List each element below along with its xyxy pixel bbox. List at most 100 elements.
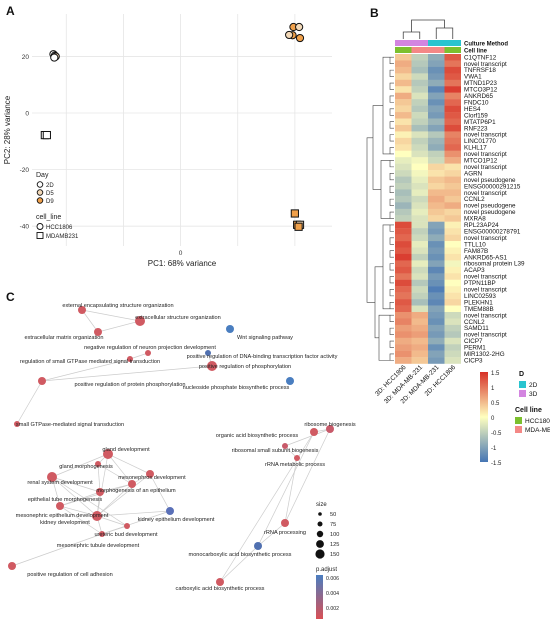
network-size-label: 125 (330, 542, 339, 548)
heatmap-cell (428, 73, 445, 80)
network-size-label: 100 (330, 532, 339, 538)
heatmap-cell (395, 312, 412, 319)
heatmap-legend-cell-label: MDA-MB-231 (525, 427, 550, 434)
heatmap-cell (411, 215, 428, 222)
heatmap-row-label: ANKRD65 (464, 93, 494, 100)
network-edge (219, 545, 259, 583)
heatmap-cell (444, 54, 461, 61)
network-node-label: negative regulation of neuron projection… (84, 345, 216, 351)
network-node (281, 519, 289, 527)
heatmap-cell (395, 305, 412, 313)
heatmap-cell (428, 92, 445, 100)
heatmap-row-label: FAM87B (464, 248, 488, 255)
heatmap-row-label: novel pseudogene (464, 203, 516, 210)
heatmap-cellline-annotation (395, 47, 412, 53)
heatmap-cell (395, 350, 412, 358)
heatmap-cell (411, 54, 428, 61)
heatmap-cell (444, 99, 461, 106)
heatmap-column-dendrogram (402, 19, 454, 39)
network-edge (96, 483, 133, 517)
heatmap-cell (428, 112, 445, 119)
heatmap-cell (428, 79, 445, 87)
heatmap-row-label: novel transcript (464, 235, 507, 242)
heatmap-row-label: CICP7 (464, 338, 483, 345)
heatmap-legend-d-label: 2D (529, 382, 538, 389)
network-edge (81, 309, 99, 333)
heatmap-cell (428, 305, 445, 313)
heatmap-cell (444, 260, 461, 268)
heatmap-cell (395, 189, 412, 197)
heatmap-cell (395, 247, 412, 255)
network-node (146, 470, 154, 478)
heatmap-cell (395, 234, 412, 242)
heatmap-cell (411, 137, 428, 145)
heatmap-cell (395, 324, 412, 332)
heatmap-cell (411, 357, 428, 364)
pca-ytick-label: -20 (20, 167, 30, 174)
network-node-label: kidney epithelium development (138, 517, 215, 523)
heatmap-cell (444, 247, 461, 255)
heatmap-cell (428, 66, 445, 74)
heatmap-cell (411, 221, 428, 229)
heatmap-cell (428, 273, 445, 280)
heatmap-row-label: novel transcript (464, 190, 507, 197)
heatmap-row-label: ribosomal protein L39 (464, 261, 525, 268)
heatmap-cell (411, 344, 428, 351)
pca-legend-day-swatch (36, 181, 44, 188)
network-node-label: renal system development (27, 480, 93, 486)
heatmap-cell (395, 157, 412, 164)
heatmap-cell (395, 183, 412, 190)
heatmap-culture-annotation (444, 40, 461, 46)
heatmap-cell (411, 286, 428, 293)
heatmap-cell (395, 163, 412, 171)
network-node-label: morphogenesis of an epithelium (96, 488, 176, 494)
pca-legend-day-swatch (36, 189, 44, 196)
heatmap-row-dendrogram (366, 56, 394, 361)
network-color-tick: 0.002 (326, 606, 339, 612)
pca-point (295, 22, 304, 32)
heatmap-cell (395, 60, 412, 68)
network-node (294, 455, 300, 461)
heatmap-cell (411, 170, 428, 177)
heatmap-row-label: PERM1 (464, 345, 486, 352)
network-node (92, 511, 102, 521)
heatmap-cell (428, 292, 445, 300)
network-node (286, 377, 294, 385)
heatmap-cell (395, 260, 412, 268)
network-node (216, 578, 224, 586)
heatmap-cell (444, 273, 461, 280)
network-node (124, 523, 130, 529)
network-node-label: extracellular structure organization (135, 315, 221, 321)
pca-legend-day-label: 2D (46, 183, 54, 189)
heatmap-row-label: TTLL10 (464, 241, 486, 248)
network-edge (284, 457, 298, 524)
network-node-label: rRNA processing (264, 530, 306, 536)
heatmap-cell (428, 331, 445, 338)
heatmap-row-label: novel transcript (464, 274, 507, 281)
heatmap-cell (395, 124, 412, 132)
network-edge (41, 358, 131, 382)
heatmap-cell (411, 260, 428, 268)
heatmap-row-label: ACAP3 (464, 267, 485, 274)
heatmap-cell (411, 73, 428, 80)
heatmap-cell (395, 105, 412, 113)
heatmap-cell (428, 286, 445, 293)
heatmap-cell (395, 92, 412, 100)
network-node (207, 361, 217, 371)
heatmap-cell (411, 157, 428, 164)
heatmap-cell (411, 150, 428, 158)
network-node-label: organic acid biosynthetic process (216, 433, 299, 439)
heatmap-legend-d-title: D (519, 371, 524, 378)
network-size-label: 50 (330, 512, 336, 518)
network-color-tick: 0.004 (326, 591, 339, 597)
heatmap-scale-tick: -1.5 (491, 461, 502, 467)
network-node (94, 328, 102, 336)
pca-legend-cell-title: cell_line (36, 214, 61, 221)
pca-ytick-label: -40 (20, 224, 30, 231)
heatmap-cell (428, 163, 445, 171)
heatmap-cell (411, 208, 428, 216)
pca-legend-cell-label: MDAMB231 (46, 234, 79, 240)
heatmap-row-label: SAMD11 (464, 325, 489, 332)
network-edge (107, 453, 151, 475)
heatmap-cell (428, 202, 445, 209)
